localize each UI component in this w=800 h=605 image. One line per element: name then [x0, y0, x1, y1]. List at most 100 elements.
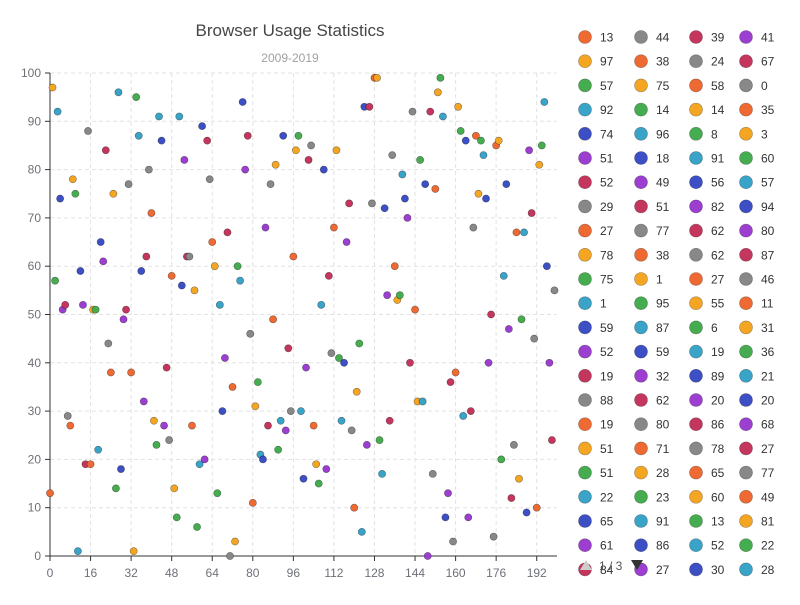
legend-item[interactable]: 46	[739, 272, 775, 287]
legend-item[interactable]: 74	[578, 127, 614, 141]
legend-item[interactable]: 28	[634, 465, 670, 480]
legend-item[interactable]: 13	[578, 30, 614, 45]
legend-item[interactable]: 86	[634, 538, 670, 553]
legend-item[interactable]: 19	[578, 417, 614, 432]
legend-marker	[739, 489, 753, 504]
legend-item[interactable]: 58	[689, 78, 725, 93]
legend-item[interactable]: 1	[578, 296, 608, 311]
legend-item[interactable]: 20	[739, 393, 775, 408]
legend-item[interactable]: 36	[739, 344, 775, 359]
legend-item[interactable]: 56	[689, 175, 725, 190]
legend-item[interactable]: 0	[739, 78, 769, 93]
legend-item[interactable]: 82	[689, 199, 725, 214]
legend-item[interactable]: 78	[689, 441, 725, 456]
legend-marker	[578, 127, 592, 141]
legend-item[interactable]: 35	[739, 102, 775, 117]
legend-item[interactable]: 68	[739, 417, 775, 432]
legend-item[interactable]: 39	[689, 30, 725, 45]
legend-item[interactable]: 92	[578, 102, 614, 117]
legend-item[interactable]: 62	[634, 393, 670, 408]
legend-item[interactable]: 75	[634, 78, 670, 93]
legend-label: 97	[600, 55, 614, 69]
legend-item[interactable]: 19	[689, 344, 725, 359]
legend-item[interactable]: 49	[634, 175, 670, 190]
legend-item[interactable]: 51	[578, 151, 614, 166]
legend-item[interactable]: 49	[739, 489, 775, 504]
legend-prev-icon[interactable]	[580, 560, 592, 570]
legend-item[interactable]: 88	[578, 393, 614, 408]
legend-item[interactable]: 27	[739, 441, 775, 456]
legend-item[interactable]: 51	[578, 441, 614, 456]
legend-item[interactable]: 80	[739, 223, 775, 238]
legend-item[interactable]: 19	[578, 368, 614, 383]
legend-item[interactable]: 52	[578, 175, 614, 190]
legend-item[interactable]: 65	[689, 465, 725, 480]
legend-item[interactable]: 51	[578, 465, 614, 480]
legend-item[interactable]: 87	[634, 320, 670, 335]
legend-item[interactable]: 62	[689, 248, 725, 262]
legend-item[interactable]: 41	[739, 30, 775, 45]
legend-item[interactable]: 3	[739, 127, 769, 141]
legend-item[interactable]: 52	[689, 538, 725, 553]
legend-item[interactable]: 65	[578, 514, 614, 529]
legend-item[interactable]: 71	[634, 441, 670, 456]
scatter-point	[170, 484, 179, 493]
legend-item[interactable]: 14	[634, 102, 670, 117]
legend-item[interactable]: 44	[634, 30, 670, 45]
legend-item[interactable]: 59	[578, 320, 614, 335]
legend-item[interactable]: 30	[689, 562, 725, 577]
legend-item[interactable]: 22	[739, 538, 775, 553]
legend-item[interactable]: 86	[689, 417, 725, 432]
legend-item[interactable]: 24	[689, 54, 725, 69]
legend-item[interactable]: 67	[739, 54, 775, 69]
legend-item[interactable]: 59	[634, 344, 670, 359]
legend-item[interactable]: 32	[634, 368, 670, 383]
legend-item[interactable]: 27	[578, 223, 614, 238]
legend-item[interactable]: 87	[739, 248, 775, 262]
legend-item[interactable]: 94	[739, 199, 775, 214]
legend-item[interactable]: 97	[578, 54, 614, 69]
legend-item[interactable]: 8	[689, 127, 719, 141]
legend-item[interactable]: 22	[578, 489, 614, 504]
legend-marker	[689, 368, 703, 383]
legend-marker	[739, 30, 753, 44]
legend-item[interactable]: 13	[689, 514, 725, 529]
legend-item[interactable]: 38	[634, 54, 670, 69]
legend-item[interactable]: 89	[689, 368, 725, 383]
legend-item[interactable]: 96	[634, 127, 670, 141]
legend-item[interactable]: 91	[634, 514, 670, 529]
legend-item[interactable]: 77	[634, 223, 670, 238]
legend-item[interactable]: 60	[689, 489, 725, 504]
legend-item[interactable]: 14	[689, 102, 725, 117]
legend-item[interactable]: 52	[578, 344, 614, 359]
legend-item[interactable]: 27	[689, 272, 725, 287]
legend-item[interactable]: 75	[578, 272, 614, 287]
legend-item[interactable]: 61	[578, 538, 614, 553]
legend-next-icon[interactable]	[631, 560, 643, 570]
legend-item[interactable]: 95	[634, 296, 670, 311]
legend-item[interactable]: 21	[739, 368, 775, 383]
legend-item[interactable]: 55	[689, 296, 725, 311]
legend-item[interactable]: 20	[689, 393, 725, 408]
legend-item[interactable]: 80	[634, 417, 670, 432]
legend-item[interactable]: 38	[634, 248, 670, 262]
legend-item[interactable]: 29	[578, 199, 614, 214]
legend-item[interactable]: 28	[739, 562, 775, 577]
legend-item[interactable]: 62	[689, 223, 725, 238]
legend-item[interactable]: 77	[739, 465, 775, 480]
legend-item[interactable]: 6	[689, 320, 719, 335]
legend-item[interactable]: 1	[634, 272, 664, 287]
legend-item[interactable]: 31	[739, 320, 775, 335]
legend-item[interactable]: 57	[578, 78, 614, 93]
legend-item[interactable]: 23	[634, 489, 670, 504]
scatter-point	[213, 489, 222, 498]
legend-item[interactable]: 57	[739, 175, 775, 190]
legend-item[interactable]: 18	[634, 151, 670, 166]
scatter-point	[441, 513, 450, 522]
legend-item[interactable]: 91	[689, 151, 725, 166]
legend-item[interactable]: 81	[739, 514, 775, 529]
legend-item[interactable]: 11	[739, 296, 774, 311]
legend-item[interactable]: 60	[739, 151, 775, 166]
legend-item[interactable]: 78	[578, 248, 614, 262]
legend-item[interactable]: 51	[634, 199, 670, 214]
